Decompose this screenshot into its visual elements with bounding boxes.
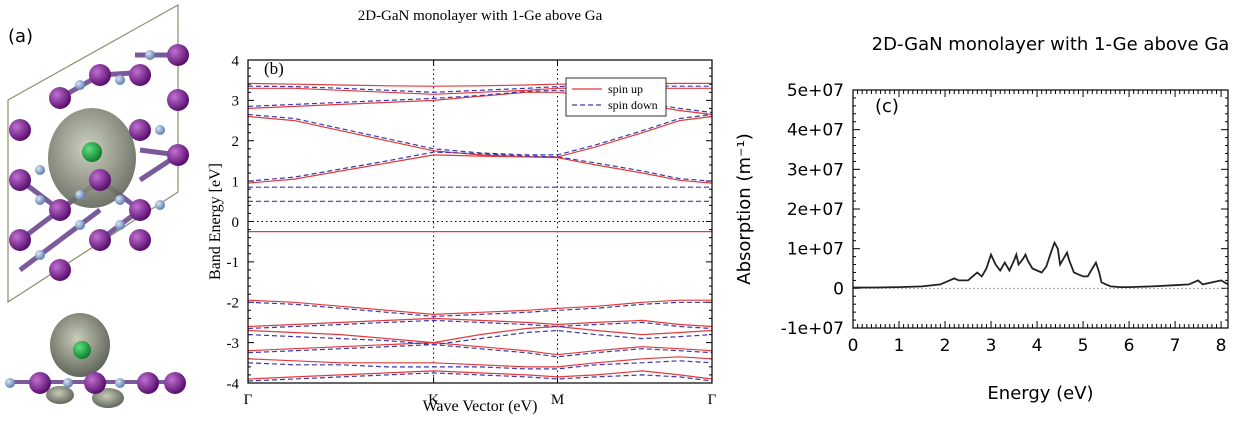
- y-tick-label: 3e+07: [787, 160, 844, 180]
- y-tick-label: -4: [227, 376, 240, 392]
- x-tick-label: 7: [1170, 336, 1181, 356]
- band-line: [247, 154, 713, 184]
- y-tick-label: 5e+07: [787, 81, 844, 101]
- x-tick-label: 1: [894, 336, 905, 356]
- panel-label: (a): [8, 26, 33, 47]
- ge-atom: [82, 142, 102, 162]
- n-atoms: [35, 50, 165, 260]
- y-tick-label: -2: [227, 296, 240, 312]
- x-tick-label: 3: [986, 336, 997, 356]
- y-tick-label: 2e+07: [787, 200, 844, 220]
- plot-frame: [247, 59, 713, 384]
- x-tick-label: 2: [940, 336, 951, 356]
- x-axis-label: Energy (eV): [987, 383, 1093, 404]
- y-tick-label: 0: [833, 279, 844, 299]
- band-line: [247, 317, 713, 328]
- band-line: [247, 372, 713, 382]
- x-tick-label: 5: [1078, 336, 1089, 356]
- y-tick-label: 4: [232, 53, 240, 69]
- band-line: [247, 356, 713, 368]
- band-line: [247, 301, 712, 318]
- band-line: [247, 341, 713, 356]
- x-tick-label: 0: [848, 336, 859, 356]
- legend-label: spin up: [608, 82, 643, 96]
- chart-title: 2D-GaN monolayer with 1-Ge above Ga: [358, 8, 603, 24]
- charge-density-side: [92, 388, 124, 408]
- y-tick-label: -1: [227, 255, 240, 271]
- band-line: [247, 113, 713, 156]
- y-axis-label: Band Energy [eV]: [207, 163, 224, 280]
- y-tick-label: 1: [232, 174, 240, 190]
- band-line: [247, 115, 713, 158]
- band-line: [247, 299, 712, 316]
- band-line: [247, 319, 713, 330]
- legend-box: [565, 77, 667, 117]
- absorption-line: [853, 240, 1229, 289]
- y-tick-label: -1e+07: [781, 319, 844, 339]
- x-tick-label: K: [428, 392, 439, 408]
- y-tick-label: 0: [232, 215, 240, 231]
- x-axis-label: Wave Vector (eV): [423, 398, 538, 415]
- panel-a: (a): [5, 3, 189, 408]
- band-line: [247, 325, 713, 344]
- legend-label: spin down: [608, 98, 658, 112]
- x-tick-label: 8: [1216, 336, 1227, 356]
- band-structure-chart: 2D-GaN monolayer with 1-Ge above Ga Wave …: [207, 8, 717, 415]
- panel-label: (b): [264, 59, 284, 78]
- band-line: [247, 151, 713, 182]
- y-axis-label: Absorption (m⁻¹): [734, 133, 755, 284]
- band-line: [247, 370, 713, 380]
- x-tick-label: Γ: [708, 392, 717, 408]
- x-tick-label: 6: [1124, 336, 1135, 356]
- band-line: [247, 360, 713, 370]
- absorption-chart: 2D-GaN monolayer with 1-Ge above Ga Energ…: [734, 34, 1229, 404]
- side-atoms: [5, 341, 186, 394]
- y-tick-label: 1e+07: [787, 240, 844, 260]
- y-tick-label: 2: [232, 134, 240, 150]
- ga-atoms: [9, 44, 189, 281]
- y-tick-label: 3: [232, 94, 240, 110]
- x-tick-label: 4: [1032, 336, 1043, 356]
- y-tick-label: -3: [227, 336, 240, 352]
- band-line: [247, 343, 713, 358]
- band-line: [247, 329, 713, 346]
- panel-label: (c): [875, 96, 899, 117]
- chart-title: 2D-GaN monolayer with 1-Ge above Ga: [872, 34, 1230, 55]
- x-tick-label: Γ: [244, 392, 253, 408]
- charge-density-side: [46, 386, 74, 404]
- plot-frame: [852, 89, 1229, 329]
- unit-cell: [7, 3, 179, 304]
- x-tick-label: M: [551, 392, 564, 408]
- y-tick-label: 4e+07: [787, 121, 844, 141]
